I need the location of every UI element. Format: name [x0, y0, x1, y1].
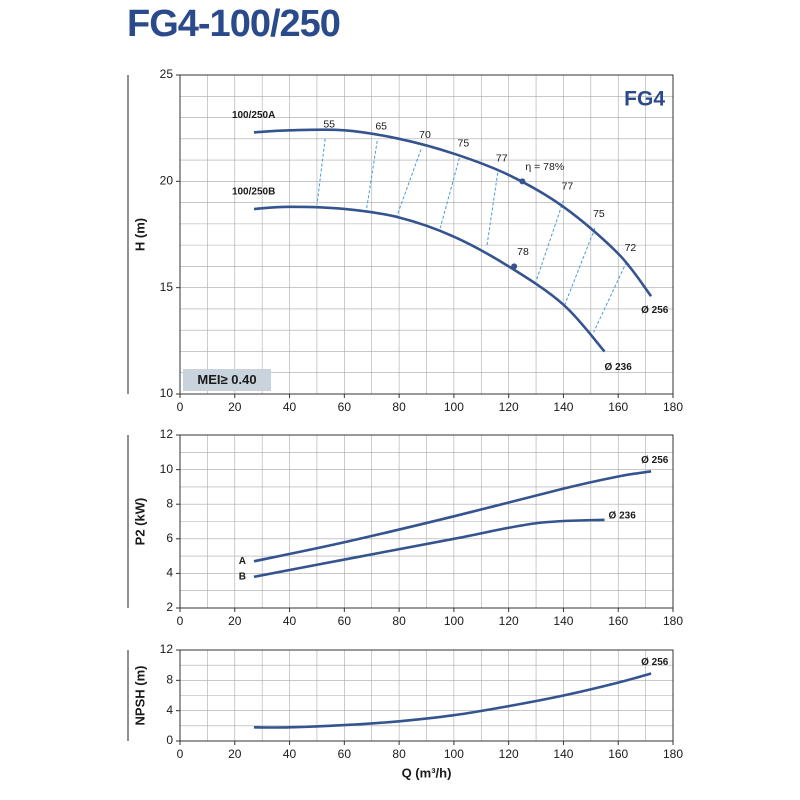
x-tick-label: 80 [392, 747, 406, 761]
y-tick-label: 20 [160, 174, 174, 188]
efficiency-label: 75 [593, 208, 605, 220]
y-axis-title: P2 (kW) [132, 498, 147, 546]
y-tick-label: 25 [160, 67, 174, 81]
curve-label: 100/250B [232, 187, 275, 198]
efficiency-label: 65 [375, 121, 387, 133]
panel: NPSH (m) 0 20 40 60 80 100 120 140 160 180 0 4 8 12 Q (… [127, 642, 683, 780]
note: MEI≥ 0.40 [197, 372, 256, 387]
efficiency-label: 70 [419, 129, 431, 141]
curve-end-label: Ø 256 [641, 305, 669, 316]
efficiency-label: 75 [458, 138, 470, 150]
efficiency-point-label: η = 78% [525, 161, 564, 173]
x-tick-label: 180 [663, 747, 683, 761]
x-tick-label: 40 [283, 747, 297, 761]
curve [253, 128, 653, 297]
y-tick-label: 8 [166, 496, 173, 510]
page-title: FG4-100/250 [127, 3, 340, 45]
curve-end-label: Ø 256 [641, 657, 669, 668]
x-tick-label: 160 [608, 400, 628, 414]
y-tick-label: 4 [166, 566, 173, 580]
y-axis-title: NPSH (m) [132, 666, 147, 726]
x-tick-label: 100 [444, 400, 464, 414]
y-tick-label: 4 [166, 703, 173, 717]
curve-label: 100/250A [232, 110, 275, 121]
curve-label: B [239, 572, 246, 583]
efficiency-line [486, 172, 499, 248]
x-tick-label: 20 [228, 614, 242, 628]
y-tick-label: 8 [166, 673, 173, 687]
efficiency-point [511, 263, 518, 270]
efficiency-point-label: 78 [517, 246, 529, 258]
curve [253, 470, 652, 563]
efficiency-line [439, 157, 460, 229]
x-tick-label: 160 [608, 747, 628, 761]
x-tick-label: 100 [444, 747, 464, 761]
y-tick-label: 6 [166, 531, 173, 545]
x-tick-label: 120 [499, 614, 519, 628]
x-tick-label: 120 [499, 400, 519, 414]
note-box [183, 369, 271, 391]
x-tick-label: 80 [392, 614, 406, 628]
x-tick-label: 60 [338, 614, 352, 628]
efficiency-point [519, 178, 526, 185]
efficiency-line [395, 149, 422, 218]
y-axis-title: H (m) [132, 218, 147, 251]
curve [253, 518, 605, 579]
x-tick-label: 80 [392, 400, 406, 414]
y-tick-label: 10 [160, 462, 174, 476]
curve-end-label: Ø 236 [609, 510, 637, 521]
y-tick-label: 12 [160, 642, 174, 656]
x-tick-label: 40 [283, 400, 297, 414]
x-tick-label: 180 [663, 400, 683, 414]
efficiency-line [593, 261, 627, 333]
x-tick-label: 60 [338, 400, 352, 414]
x-tick-label: 120 [499, 747, 519, 761]
efficiency-line [365, 140, 378, 212]
x-tick-label: 0 [177, 400, 184, 414]
x-tick-label: 0 [177, 747, 184, 761]
x-tick-label: 20 [228, 400, 242, 414]
curve [253, 672, 652, 729]
efficiency-label: 77 [496, 153, 508, 165]
badge: FG4 [624, 88, 665, 111]
plot-frame [179, 74, 674, 395]
y-tick-label: 10 [160, 386, 174, 400]
y-tick-label: 0 [166, 733, 173, 747]
efficiency-label: 77 [562, 180, 574, 192]
efficiency-line [564, 227, 596, 305]
x-tick-label: 20 [228, 747, 242, 761]
curve-end-label: Ø 256 [641, 455, 669, 466]
efficiency-line [535, 200, 564, 282]
curve [253, 205, 606, 353]
x-tick-label: 100 [444, 614, 464, 628]
plot-frame [179, 649, 674, 742]
efficiency-line [316, 138, 326, 205]
x-axis-title: Q (m³/h) [402, 765, 452, 780]
y-tick-label: 2 [166, 600, 173, 614]
x-tick-label: 180 [663, 614, 683, 628]
plot-frame [179, 434, 674, 609]
efficiency-label: 72 [625, 242, 637, 254]
curve-end-label: Ø 236 [605, 362, 633, 373]
x-tick-label: 140 [553, 747, 573, 761]
panel: P2 (kW) 0 20 40 60 80 100 120 140 160 180 2 4 6 8 10 12 A… [127, 427, 683, 628]
panel: H (m) 0 20 40 60 80 100 120 140 160 180 10 15 20 25 55 6… [127, 67, 683, 414]
x-tick-label: 40 [283, 614, 297, 628]
curve-label: A [239, 556, 246, 567]
x-tick-label: 160 [608, 614, 628, 628]
y-tick-label: 12 [160, 427, 174, 441]
efficiency-label: 55 [323, 119, 335, 131]
x-tick-label: 140 [553, 400, 573, 414]
x-tick-label: 140 [553, 614, 573, 628]
x-tick-label: 0 [177, 614, 184, 628]
y-tick-label: 15 [160, 280, 174, 294]
x-tick-label: 60 [338, 747, 352, 761]
